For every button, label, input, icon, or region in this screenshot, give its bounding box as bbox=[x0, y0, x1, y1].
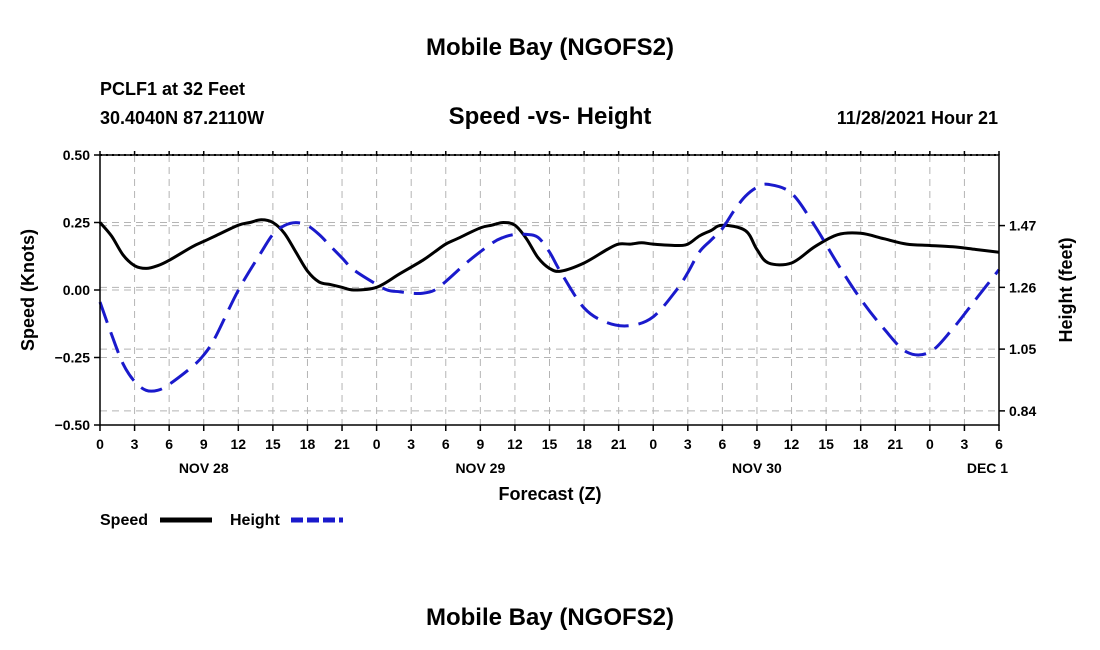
x-tick-label: 3 bbox=[407, 436, 415, 452]
x-axis: 0 3 6 9 12 15 18 21 0 3 6 9 12 15 18 21 0 3 6 9 12 15 18 21 0 3 6N… bbox=[96, 151, 1008, 476]
x-tick-label: 6 bbox=[718, 436, 726, 452]
x-tick-label: 21 bbox=[611, 436, 627, 452]
x-tick-label: 21 bbox=[887, 436, 903, 452]
issued-time: 11/28/2021 Hour 21 bbox=[837, 108, 998, 128]
y-right-tick-label: 0.84 bbox=[1009, 403, 1036, 419]
page-title: Mobile Bay (NGOFS2) bbox=[426, 34, 674, 61]
y-right-tick-label: 1.05 bbox=[1009, 341, 1036, 357]
x-tick-label: 3 bbox=[684, 436, 692, 452]
x-tick-label: 6 bbox=[995, 436, 1003, 452]
x-tick-label: 9 bbox=[200, 436, 208, 452]
x-tick-label: 12 bbox=[507, 436, 523, 452]
x-tick-label: 18 bbox=[576, 436, 592, 452]
x-tick-label: 12 bbox=[231, 436, 247, 452]
y-left-tick-label: 0.25 bbox=[63, 215, 90, 231]
x-tick-label: 18 bbox=[853, 436, 869, 452]
x-tick-label: 3 bbox=[131, 436, 139, 452]
series-layer bbox=[98, 182, 1001, 393]
legend-label-speed: Speed bbox=[100, 512, 148, 529]
station-name: PCLF1 at 32 Feet bbox=[100, 79, 245, 99]
grid-lines bbox=[100, 155, 999, 425]
x-day-label: NOV 29 bbox=[455, 460, 505, 476]
series-line-speed bbox=[98, 218, 1000, 292]
station-coords: 30.4040N 87.2110W bbox=[100, 108, 264, 128]
x-tick-label: 9 bbox=[476, 436, 484, 452]
y-right-tick-label: 1.47 bbox=[1009, 218, 1036, 234]
x-tick-label: 12 bbox=[784, 436, 800, 452]
x-tick-label: 0 bbox=[373, 436, 381, 452]
x-tick-label: 3 bbox=[961, 436, 969, 452]
x-tick-label: 9 bbox=[753, 436, 761, 452]
y-left-tick-label: 0.00 bbox=[63, 282, 90, 298]
x-tick-label: 21 bbox=[334, 436, 350, 452]
y-axis-left: 0.50 0.25 0.00 −0.25 −0.50 bbox=[55, 147, 100, 433]
x-axis-label: Forecast (Z) bbox=[498, 484, 601, 504]
y-right-tick-label: 1.26 bbox=[1009, 279, 1036, 295]
x-day-label: NOV 28 bbox=[179, 460, 229, 476]
legend-label-height: Height bbox=[230, 512, 280, 529]
x-tick-label: 0 bbox=[96, 436, 104, 452]
x-tick-label: 15 bbox=[542, 436, 558, 452]
y-left-tick-label: −0.25 bbox=[55, 350, 91, 366]
x-tick-label: 15 bbox=[818, 436, 834, 452]
legend: Speed Height bbox=[100, 512, 343, 529]
x-tick-label: 0 bbox=[649, 436, 657, 452]
x-tick-label: 18 bbox=[300, 436, 316, 452]
y-axis-left-label: Speed (Knots) bbox=[18, 229, 38, 351]
x-tick-label: 15 bbox=[265, 436, 281, 452]
chart-title: Speed -vs- Height bbox=[449, 103, 652, 130]
y-left-tick-label: 0.50 bbox=[63, 147, 90, 163]
page-title-bottom: Mobile Bay (NGOFS2) bbox=[426, 604, 674, 631]
y-left-tick-label: −0.50 bbox=[55, 417, 91, 433]
series-line-height bbox=[98, 182, 1001, 393]
x-tick-label: 0 bbox=[926, 436, 934, 452]
y-axis-right: 1.47 1.26 1.05 0.84 bbox=[999, 218, 1036, 419]
x-day-label: DEC 1 bbox=[967, 460, 1008, 476]
x-tick-label: 6 bbox=[165, 436, 173, 452]
x-day-label: NOV 30 bbox=[732, 460, 782, 476]
y-axis-right-label: Height (feet) bbox=[1056, 238, 1076, 343]
x-tick-label: 6 bbox=[442, 436, 450, 452]
